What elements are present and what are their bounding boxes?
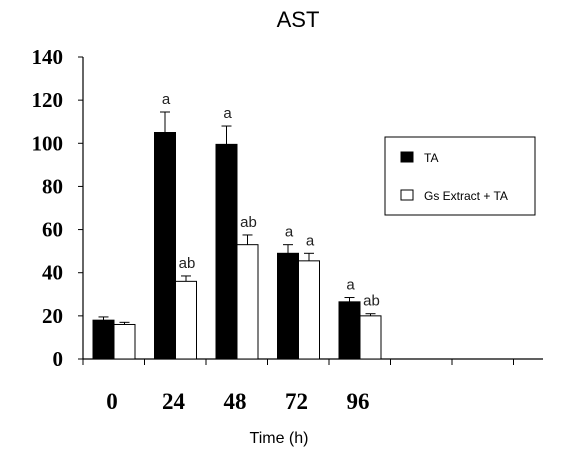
legend: TA Gs Extract + TA xyxy=(384,136,536,216)
bar-ta xyxy=(92,319,115,360)
significance-label: a xyxy=(162,91,171,108)
x-tick-label: 72 xyxy=(285,389,308,414)
significance-label: a xyxy=(223,105,232,122)
chart-title: AST xyxy=(277,7,320,32)
x-tick-label: 48 xyxy=(224,389,247,414)
significance-label: a xyxy=(285,224,294,241)
bar-gs-extract-ta xyxy=(236,244,259,360)
y-tick-label: 80 xyxy=(42,174,63,198)
bar-ta xyxy=(338,301,361,360)
legend-label-ta: TA xyxy=(424,151,438,165)
y-tick-label: 140 xyxy=(32,45,64,69)
significance-label: a xyxy=(346,277,355,294)
legend-swatch-ta xyxy=(400,151,414,163)
bar-ta xyxy=(277,252,299,360)
y-tick-label: 40 xyxy=(42,261,63,285)
significance-label: ab xyxy=(363,293,380,310)
bar-gs-extract-ta xyxy=(113,323,136,360)
y-tick-label: 20 xyxy=(42,304,63,328)
y-tick-label: 60 xyxy=(42,218,63,242)
x-tick-label: 0 xyxy=(106,389,118,414)
y-tick-label: 120 xyxy=(32,88,64,112)
legend-label-gs-extract-ta: Gs Extract + TA xyxy=(424,189,508,203)
x-tick-label: 24 xyxy=(162,389,186,414)
x-tick-label: 96 xyxy=(347,389,370,414)
significance-label: ab xyxy=(179,255,196,272)
bar-gs-extract-ta xyxy=(359,315,382,360)
bar-gs-extract-ta xyxy=(298,260,320,360)
significance-label: a xyxy=(306,232,315,249)
x-axis-label: Time (h) xyxy=(250,430,309,447)
significance-label: ab xyxy=(240,214,257,231)
legend-swatch-gs-extract-ta xyxy=(400,189,414,201)
bar-ta xyxy=(215,143,238,360)
legend-box xyxy=(384,136,536,216)
y-tick-label: 0 xyxy=(53,347,64,371)
y-tick-label: 100 xyxy=(32,131,64,155)
bar-ta xyxy=(154,132,176,360)
bar-gs-extract-ta xyxy=(175,280,197,360)
